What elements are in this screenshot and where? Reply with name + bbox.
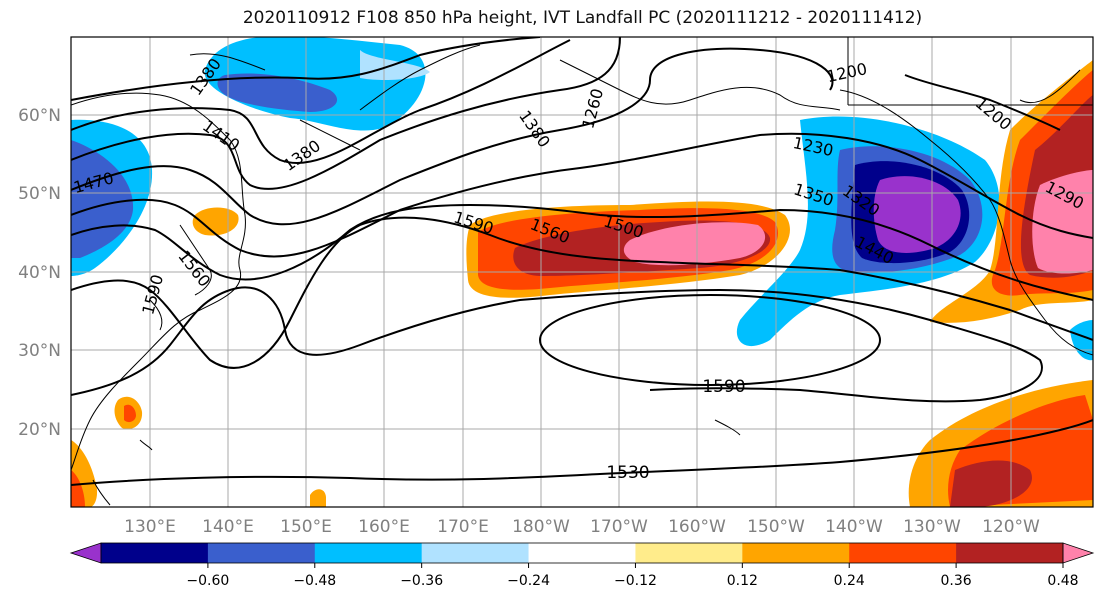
lat-label-30n: 30°N xyxy=(18,341,61,361)
positive-anomaly-japan xyxy=(192,207,239,236)
lat-label-60n: 60°N xyxy=(18,106,61,126)
map-frame xyxy=(70,36,1094,508)
positive-anomaly-small-south xyxy=(310,489,326,507)
latitude-labels: 60°N 50°N 40°N 30°N 20°N xyxy=(18,106,61,440)
lat-label-20n: 20°N xyxy=(18,420,61,440)
positive-anomaly-southwest-core xyxy=(71,470,85,507)
lat-label-40n: 40°N xyxy=(18,263,61,283)
colorbar-segment xyxy=(528,543,636,563)
colorbar-segment xyxy=(101,543,209,563)
lon-label-150w: 150°W xyxy=(747,517,805,537)
colorbar-segment xyxy=(207,543,316,563)
colorbar-extend-high xyxy=(1062,542,1095,564)
lon-label-170w: 170°W xyxy=(590,517,648,537)
positive-anomaly-plume-core xyxy=(623,222,766,266)
height-contours xyxy=(71,37,1093,486)
colorbar-tick-label: 0.36 xyxy=(941,573,972,589)
colorbar-extend-low xyxy=(69,542,102,564)
colorbar-tick-label: −0.36 xyxy=(400,573,443,589)
lon-label-160w: 160°W xyxy=(668,517,726,537)
colorbar: −0.60 −0.48 −0.36 −0.24 −0.12 0.12 0.24 0.36 0.4… xyxy=(69,542,1095,589)
colorbar-segment xyxy=(635,543,743,563)
colorbar-tick-label: −0.60 xyxy=(186,573,229,589)
lon-label-160e: 160°E xyxy=(358,517,410,537)
lon-label-170e: 170°E xyxy=(437,517,489,537)
colorbar-tick-label: 0.48 xyxy=(1047,573,1078,589)
colorbar-tick-label: 0.12 xyxy=(727,573,758,589)
colorbar-segment xyxy=(849,543,957,563)
negative-anomaly-west-core xyxy=(71,140,134,258)
colorbar-outline xyxy=(100,542,1064,564)
positive-anomaly-philippine-sea-core xyxy=(124,404,136,423)
longitude-labels: 130°E 140°E 150°E 160°E 170°E 180°W 170°… xyxy=(124,517,1040,537)
negative-anomaly-gulf-core xyxy=(873,176,961,253)
colorbar-segment xyxy=(421,543,530,563)
map-content: 1380 1410 1470 1380 1380 1260 1200 1200 … xyxy=(71,37,1093,507)
lon-label-140e: 140°E xyxy=(202,517,254,537)
colorbar-segment xyxy=(956,543,1064,563)
lon-label-140w: 140°W xyxy=(825,517,883,537)
contour-label-1530: 1530 xyxy=(606,463,649,483)
negative-anomaly-kamchatka-core xyxy=(217,73,338,112)
map-title: 2020110912 F108 850 hPa height, IVT Land… xyxy=(242,8,923,28)
colorbar-tick-label: 0.24 xyxy=(834,573,865,589)
lon-label-130e: 130°E xyxy=(124,517,176,537)
colorbar-tick-label: −0.12 xyxy=(614,573,657,589)
graticule xyxy=(71,37,1093,507)
lon-label-150e: 150°E xyxy=(280,517,332,537)
positive-anomaly-coast-core xyxy=(1032,170,1093,274)
lon-label-180w: 180°W xyxy=(512,517,570,537)
contour-label-1590-south: 1590 xyxy=(702,377,745,397)
colorbar-tick-label: −0.48 xyxy=(293,573,336,589)
colorbar-tick-label: −0.24 xyxy=(507,573,550,589)
lon-label-130w: 130°W xyxy=(903,517,961,537)
colorbar-segment xyxy=(742,543,850,563)
lat-label-50n: 50°N xyxy=(18,184,61,204)
coastlines xyxy=(71,37,1093,506)
shading-layer xyxy=(71,37,1093,507)
lon-label-120w: 120°W xyxy=(982,517,1040,537)
colorbar-segment xyxy=(314,543,423,563)
